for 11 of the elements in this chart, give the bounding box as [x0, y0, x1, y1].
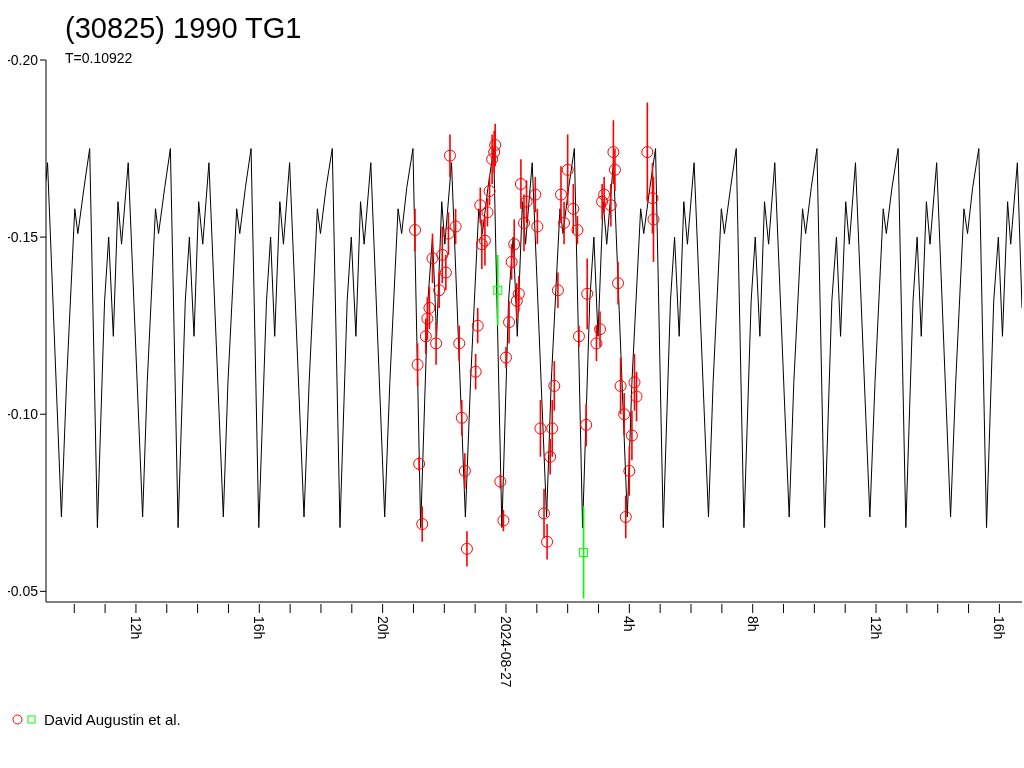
x-tick-label: 12h	[868, 616, 885, 640]
chart-subtitle: T=0.10922	[65, 50, 133, 66]
text: David Augustin et al.	[44, 711, 181, 728]
x-tick-label: 16h	[251, 616, 268, 640]
chart-title: (30825) 1990 TG1	[65, 12, 302, 45]
x-tick-label: 4h	[621, 616, 638, 632]
x-tick-label: 12h	[127, 616, 144, 640]
x-tick-label: 20h	[374, 616, 391, 640]
x-tick-label: 16h	[991, 616, 1008, 640]
x-tick-label: 8h	[744, 616, 761, 632]
x-tick-label: 2024-08-27	[497, 616, 514, 688]
